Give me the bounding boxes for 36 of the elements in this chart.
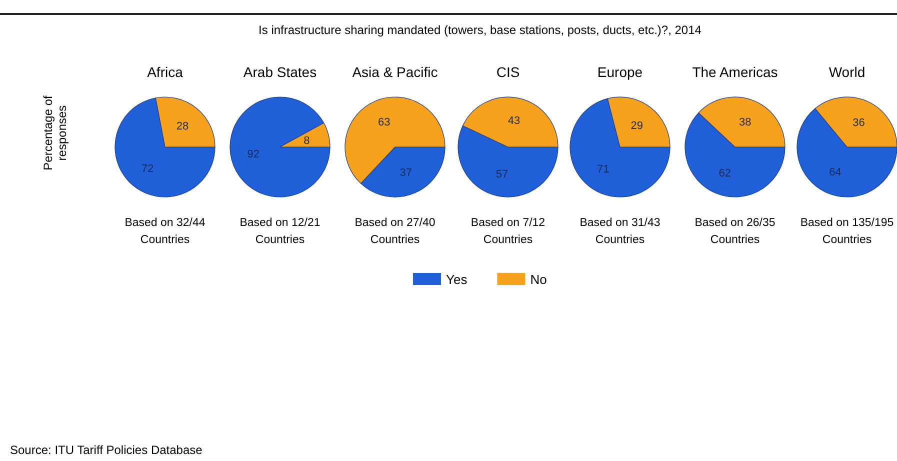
data-label: 62 <box>718 167 731 180</box>
chart-title: World <box>828 64 866 80</box>
pie-slice <box>230 96 330 198</box>
data-label: 29 <box>630 120 643 132</box>
data-label: 28 <box>176 120 189 133</box>
chart-title: Africa <box>147 64 184 80</box>
data-label: 71 <box>597 164 610 176</box>
data-label: 72 <box>141 163 154 176</box>
legend-label: Yes <box>446 272 468 287</box>
text: Based on 12/21 Countries <box>240 217 320 246</box>
chart-title: The Americas <box>692 64 778 80</box>
text: Based on 32/44 Countries <box>124 217 206 246</box>
legend-label: No <box>530 272 547 287</box>
text: Percentage of responses <box>41 94 69 170</box>
data-label: 43 <box>508 115 520 128</box>
chart-title: Europe <box>597 64 643 80</box>
text: Based on 135/195 Countries <box>800 217 894 246</box>
data-label: 38 <box>739 116 752 128</box>
text: Is infrastructure sharing mandated (towers, base stations, posts, ducts, etc.)?, 2014 <box>258 23 702 37</box>
text: Based on 27/40 Countries <box>354 217 436 246</box>
chart-title: Arab States <box>243 64 317 80</box>
data-label: 63 <box>378 116 390 129</box>
data-label: 92 <box>247 148 260 161</box>
chart-title: Asia & Pacific <box>352 64 438 80</box>
text: Based on 26/35 Countries <box>694 217 776 246</box>
chart-title: CIS <box>496 64 520 80</box>
text: Based on 7/12 Countries <box>470 217 546 246</box>
data-label: 8 <box>304 135 310 148</box>
data-label: 64 <box>829 166 842 179</box>
text: Based on 31/43 Countries <box>580 217 660 246</box>
source-note: Source: ITU Tariff Policies Database <box>10 443 203 457</box>
data-label: 57 <box>496 168 508 181</box>
data-label: 37 <box>400 167 412 180</box>
data-label: 36 <box>852 116 865 129</box>
pie-slice <box>114 98 216 198</box>
pie-slice <box>570 98 670 198</box>
